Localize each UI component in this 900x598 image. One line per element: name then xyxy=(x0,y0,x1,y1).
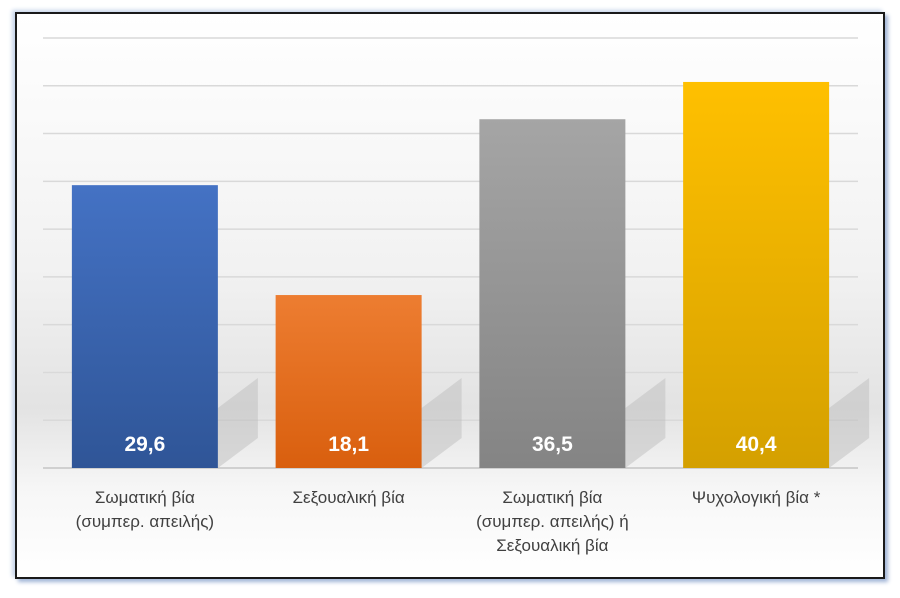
x-tick-label: Σεξουαλική βία xyxy=(496,536,608,555)
x-tick-label: Σεξουαλική βία xyxy=(293,488,405,507)
bar-shadow xyxy=(625,378,666,468)
data-label: 18,1 xyxy=(328,433,369,456)
data-label: 36,5 xyxy=(532,433,573,456)
data-label: 29,6 xyxy=(124,433,165,456)
bar xyxy=(71,185,218,468)
x-tick-label: Ψυχολογική βία * xyxy=(692,488,821,507)
bar-shadow xyxy=(421,378,462,468)
bar xyxy=(683,81,830,468)
x-tick-label: Σωματική βία xyxy=(502,488,602,507)
x-tick-label: (συμπερ. απειλής) ή xyxy=(476,512,629,531)
x-tick-label: (συμπερ. απειλής) xyxy=(76,512,214,531)
bar-shadow xyxy=(829,378,870,468)
data-label: 40,4 xyxy=(736,433,777,456)
bar xyxy=(275,295,422,468)
x-tick-label: Σωματική βία xyxy=(95,488,195,507)
bar xyxy=(479,119,626,468)
bar-shadow xyxy=(217,378,258,468)
